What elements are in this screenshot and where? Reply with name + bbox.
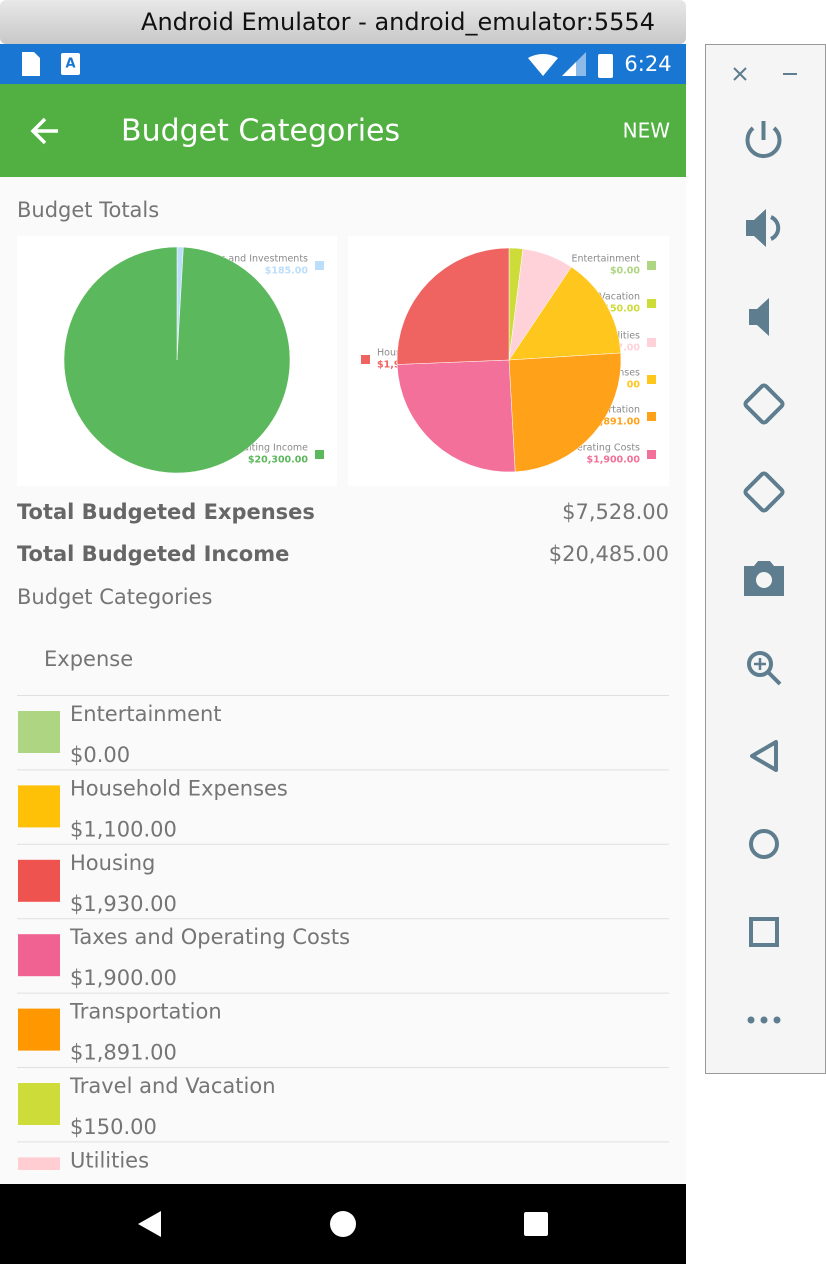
- pie-label: nses: [618, 368, 640, 379]
- pie-label: ilities: [615, 331, 640, 342]
- sd-card-icon: [22, 52, 40, 76]
- legend-swatch: [361, 355, 370, 364]
- legend-swatch: [647, 299, 656, 308]
- nav-back[interactable]: [138, 1211, 161, 1237]
- zoom-button[interactable]: [747, 651, 782, 686]
- status-time: 6:24: [624, 52, 671, 76]
- legend-swatch: [647, 338, 656, 347]
- pie-value-label: $1,900.00: [587, 455, 641, 466]
- close-button[interactable]: [733, 67, 747, 81]
- back-button-side[interactable]: [750, 740, 778, 772]
- category-name: Taxes and Operating Costs: [69, 925, 350, 949]
- legend-swatch: [647, 375, 656, 384]
- pie-value-label: $0.00: [610, 266, 640, 277]
- income-pie-chart: s and Investments$185.00 ulting Income$20…: [63, 246, 324, 474]
- pie-slice: [63, 246, 291, 474]
- category-name: Travel and Vacation: [69, 1074, 276, 1098]
- status-bar: [0, 44, 686, 84]
- pie-label: s and Investments: [220, 254, 308, 265]
- battery-icon: [598, 54, 613, 78]
- overview-button-side[interactable]: [749, 917, 779, 947]
- app-bar-title: Budget Categories: [121, 114, 400, 149]
- pie-slice: [396, 359, 516, 473]
- pie-value-label: 1,891.00: [593, 417, 640, 428]
- group-header: Expense: [44, 647, 133, 671]
- totals-heading: Budget Totals: [17, 198, 159, 222]
- legend-swatch: [315, 261, 324, 270]
- more-button[interactable]: [747, 1016, 781, 1024]
- category-list: Entertainment $0.00 Household Expenses $1,1…: [17, 702, 669, 1172]
- home-button-side[interactable]: [749, 829, 779, 859]
- legend-swatch: [647, 261, 656, 270]
- pie-slice: [508, 266, 622, 361]
- category-swatch: [18, 1157, 60, 1170]
- total-label: Total Budgeted Income: [17, 542, 289, 566]
- pie-label: ulting Income: [243, 443, 308, 454]
- nav-home[interactable]: [330, 1211, 356, 1237]
- category-name: Entertainment: [70, 702, 222, 726]
- category-amount: $1,930.00: [70, 892, 177, 916]
- pie-value-label: 7.00: [617, 343, 641, 354]
- category-swatch: [18, 711, 60, 753]
- category-swatch: [18, 1083, 60, 1125]
- app-icon-letter: A: [65, 57, 75, 72]
- category-swatch: [18, 934, 60, 977]
- category-name: Transportation: [69, 1000, 222, 1024]
- screenshot-button[interactable]: [744, 561, 784, 596]
- pie-slice: [508, 352, 622, 473]
- category-amount: $0.00: [70, 743, 130, 767]
- category-amount: $150.00: [70, 1115, 157, 1139]
- pie-value-label: 150.00: [603, 304, 640, 315]
- window-title: Android Emulator - android_emulator:5554: [141, 8, 655, 36]
- category-swatch: [18, 785, 60, 828]
- volume-down-button[interactable]: [749, 298, 769, 336]
- legend-swatch: [315, 450, 324, 459]
- pie-label: ortation: [603, 405, 640, 416]
- wifi-icon: [528, 53, 558, 76]
- app-bar: [0, 84, 686, 177]
- pie-label: Entertainment: [571, 254, 640, 265]
- window-title-bar: [0, 0, 686, 44]
- pie-value-label: $185.00: [265, 266, 309, 277]
- app-icon: [61, 53, 80, 75]
- category-amount: $1,891.00: [70, 1041, 177, 1065]
- category-name: Household Expenses: [70, 776, 288, 800]
- category-amount: $1,100.00: [70, 817, 177, 841]
- volume-up-button[interactable]: [746, 209, 781, 247]
- pie-value-label: $1,9: [377, 360, 400, 371]
- pie-value-label: 00: [627, 380, 641, 391]
- legend-swatch: [647, 412, 656, 421]
- pie-label: Hous: [377, 348, 401, 359]
- nav-recents[interactable]: [524, 1212, 548, 1236]
- new-button[interactable]: NEW: [623, 119, 671, 143]
- category-name: Utilities: [70, 1148, 149, 1172]
- back-button[interactable]: [30, 117, 58, 145]
- signal-level: [562, 62, 576, 76]
- category-swatch: [18, 1008, 60, 1051]
- legend-swatch: [647, 450, 656, 459]
- rotate-right-button[interactable]: [743, 471, 785, 513]
- rotate-left-button[interactable]: [743, 383, 785, 425]
- total-label: Total Budgeted Expenses: [17, 500, 315, 524]
- category-amount: $1,900.00: [70, 966, 177, 990]
- pie-label: erating Costs: [577, 443, 640, 454]
- categories-heading: Budget Categories: [17, 585, 212, 609]
- category-name: Housing: [70, 851, 155, 875]
- pie-label: Vacation: [599, 292, 640, 303]
- total-value: $7,528.00: [562, 500, 669, 524]
- pie-value-label: $20,300.00: [248, 455, 308, 466]
- pie-slice: [396, 247, 510, 365]
- total-value: $20,485.00: [549, 542, 669, 566]
- category-swatch: [18, 859, 60, 902]
- power-button[interactable]: [745, 121, 782, 159]
